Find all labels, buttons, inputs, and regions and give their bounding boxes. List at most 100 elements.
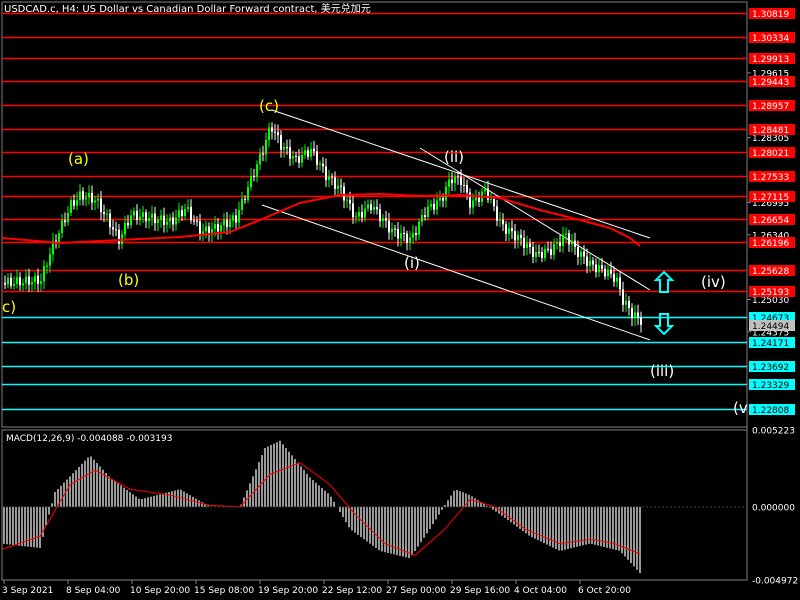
candle-body	[607, 269, 609, 277]
candle-body	[574, 240, 576, 247]
candle-body	[637, 312, 639, 318]
candle-body	[205, 226, 207, 232]
candle-body	[241, 198, 243, 210]
support-level-label: 1.24673	[752, 314, 789, 324]
channel-lower-line[interactable]	[261, 204, 651, 341]
candle-body	[412, 233, 414, 238]
resistance-level-box	[749, 124, 795, 135]
current-price-label: 1.24494	[752, 322, 789, 332]
resistance-level-box	[749, 237, 795, 248]
price-axis-ticks: 1.29615 1.28305 1.26995 1.26340 1.25030 1.243…	[747, 69, 789, 338]
candle-body	[82, 191, 84, 200]
chart-title: USDCAD.c, H4: US Dollar vs Canadian Doll…	[4, 2, 371, 15]
candle-body	[328, 176, 330, 180]
candle-body	[172, 217, 174, 225]
support-level-label: 1.24171	[752, 339, 789, 349]
candle-body	[589, 260, 591, 266]
candle-body	[49, 254, 51, 266]
candle-body	[460, 176, 462, 185]
resistance-level-box	[749, 8, 795, 19]
candle-body	[16, 277, 18, 284]
candle-body	[127, 222, 129, 226]
candle-body	[253, 175, 255, 178]
candle-body	[421, 215, 423, 222]
candle-body	[130, 215, 132, 226]
candle-body	[187, 206, 189, 209]
candle-body	[622, 289, 624, 305]
macd-tick-label: 0.005223	[752, 427, 795, 437]
resistance-level-label: 1.28021	[752, 149, 789, 159]
candle-body	[235, 215, 237, 223]
candle-body	[259, 153, 261, 165]
candle-body	[145, 212, 147, 222]
support-level-box	[749, 379, 795, 390]
candle-body	[349, 199, 351, 204]
resistance-level-label: 1.27115	[752, 193, 789, 203]
candle-body	[148, 218, 150, 222]
candle-body	[19, 277, 21, 286]
candle-body	[541, 252, 543, 258]
resistance-level-label: 1.26196	[752, 239, 789, 249]
candle-body	[520, 234, 522, 238]
candle-body	[337, 185, 339, 189]
candle-body	[388, 220, 390, 233]
candle-body	[451, 179, 453, 184]
candle-body	[157, 219, 159, 223]
candle-body	[274, 131, 276, 133]
candle-body	[490, 198, 492, 200]
candle-body	[79, 191, 81, 201]
candle-body	[493, 198, 495, 207]
candle-body	[232, 215, 234, 221]
candle-body	[37, 275, 39, 284]
macd-label: MACD(12,26,9) -0.004088 -0.003193	[6, 434, 172, 444]
candle-body	[409, 237, 411, 243]
candle-body	[502, 219, 504, 225]
candle-body	[454, 176, 456, 184]
candle-body	[376, 207, 378, 210]
up-arrow-icon[interactable]	[653, 270, 675, 293]
horizontal-levels	[2, 12, 747, 411]
candle-body	[64, 220, 66, 223]
wave-label-i: (i)	[404, 254, 420, 272]
candle-body	[91, 192, 93, 203]
candle-body	[178, 210, 180, 218]
candle-body	[151, 213, 153, 219]
candle-body	[415, 233, 417, 235]
candle-body	[613, 273, 615, 282]
time-axis: 3 Sep 2021 8 Sep 04:00 10 Sep 20:00 15 Sep …	[2, 580, 631, 596]
candle-body	[31, 282, 33, 285]
wave-label-iii: (iii)	[650, 362, 674, 380]
candle-body	[118, 229, 120, 244]
support-level-box	[749, 361, 795, 372]
price-tick-label: 1.26995	[752, 199, 789, 209]
candle-body	[88, 192, 90, 198]
candle-body	[58, 233, 60, 243]
resistance-level-label: 1.25193	[752, 288, 789, 298]
candle-body	[214, 224, 216, 229]
support-level-label: 1.22808	[752, 406, 789, 416]
candle-body	[292, 156, 294, 159]
candle-body	[625, 300, 627, 305]
candle-body	[40, 281, 42, 284]
candle-body	[229, 220, 231, 228]
candle-body	[52, 240, 54, 255]
candle-body	[418, 221, 420, 235]
candle-body	[124, 222, 126, 235]
down-arrow-icon[interactable]	[653, 313, 675, 336]
channel-mid-line[interactable]	[419, 147, 651, 291]
wave-label-c-left: c)	[2, 298, 16, 316]
candle-body	[22, 283, 24, 286]
candle-body	[76, 200, 78, 206]
candle-body	[619, 277, 621, 290]
candle-body	[316, 151, 318, 165]
candle-body	[517, 234, 519, 241]
candle-body	[169, 217, 171, 222]
candle-body	[163, 215, 165, 225]
moving-average-line	[1, 192, 641, 247]
candle-body	[616, 277, 618, 282]
candle-body	[352, 203, 354, 218]
candle-body	[226, 219, 228, 228]
candle-body	[346, 199, 348, 201]
